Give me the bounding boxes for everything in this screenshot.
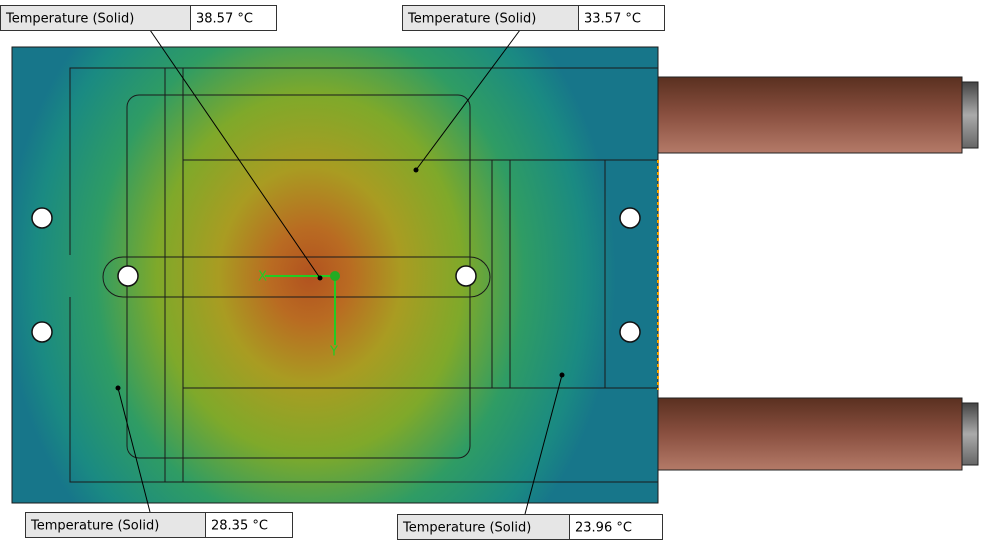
probe-label-box: [397, 514, 570, 540]
probe-value-box: [190, 5, 277, 31]
probe-value: 23.96 °C: [575, 521, 632, 536]
probe-label: Temperature (Solid): [5, 12, 134, 27]
x-axis-label: X: [258, 270, 267, 285]
pipes: [655, 76, 979, 471]
probe-label: Temperature (Solid): [30, 519, 159, 534]
probe-value: 38.57 °C: [196, 12, 253, 27]
leader-line: [524, 374, 563, 515]
probe-point: [559, 372, 565, 378]
probe-value: 33.57 °C: [584, 12, 641, 27]
probe-point: [115, 385, 121, 391]
leader-line: [149, 29, 321, 279]
probe-point: [317, 275, 323, 281]
probe-label: Temperature (Solid): [402, 521, 531, 536]
probe-value-box: [569, 514, 663, 540]
probe-label-box: [25, 512, 206, 538]
probe-value-box: [578, 5, 665, 31]
leader-line: [415, 29, 521, 171]
probe-label-box: [0, 5, 191, 31]
probe-point: [413, 167, 419, 173]
probe-label-box: [402, 5, 579, 31]
leader-line: [117, 387, 151, 513]
probe-label: Temperature (Solid): [407, 12, 536, 27]
probe-value: 28.35 °C: [211, 519, 268, 534]
probes: Temperature (Solid) 38.57 °C Temperature (…: [0, 5, 665, 540]
probe-value-box: [205, 512, 293, 538]
y-axis-label: Y: [329, 345, 338, 360]
axis-triad: X Y: [258, 270, 340, 360]
